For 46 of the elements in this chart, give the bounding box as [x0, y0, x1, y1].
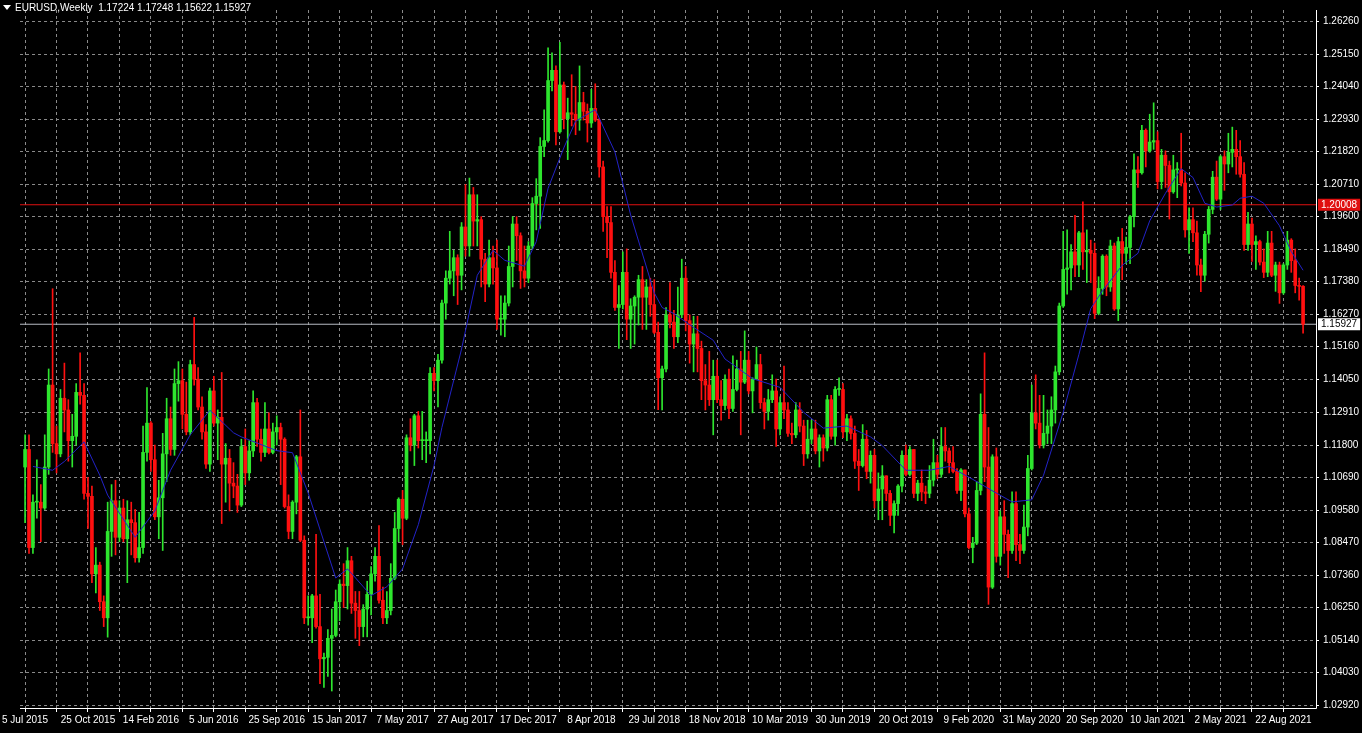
y-tick-label: 1.10690 [1323, 471, 1360, 483]
x-tick-label: 22 Aug 2021 [1255, 713, 1312, 725]
y-tick-label: 1.19600 [1323, 210, 1360, 222]
y-tick-label: 1.15160 [1323, 340, 1360, 352]
x-tick-label: 31 May 2020 [1002, 713, 1062, 725]
x-tick-label: 10 Mar 2019 [752, 713, 809, 725]
ref-line-label: 1.15927 [1321, 318, 1358, 330]
x-tick-label: 18 Nov 2018 [688, 713, 746, 725]
y-tick-label: 1.21820 [1323, 145, 1360, 157]
y-tick-label: 1.22930 [1323, 112, 1360, 124]
y-tick-label: 1.07360 [1323, 568, 1360, 580]
x-tick-label: 7 May 2017 [376, 713, 430, 725]
x-tick-label: 20 Sep 2020 [1066, 713, 1124, 725]
y-tick-label: 1.14050 [1323, 372, 1360, 384]
y-tick-label: 1.18490 [1323, 242, 1360, 254]
y-tick-label: 1.02920 [1323, 698, 1360, 710]
x-tick-label: 17 Dec 2017 [500, 713, 558, 725]
y-tick-label: 1.16270 [1323, 307, 1360, 319]
x-tick-label: 25 Sep 2016 [248, 713, 306, 725]
x-tick-label: 9 Feb 2020 [943, 713, 995, 725]
x-tick-label: 25 Oct 2015 [60, 713, 116, 725]
ref-line-label: 1.20008 [1321, 199, 1358, 211]
x-tick-label: 30 Jun 2019 [815, 713, 871, 725]
y-tick-label: 1.20710 [1323, 177, 1360, 189]
x-tick-label: 5 Jun 2016 [189, 713, 239, 725]
x-tick-label: 14 Feb 2016 [122, 713, 180, 725]
x-tick-label: 20 Oct 2019 [878, 713, 934, 725]
y-tick-label: 1.26260 [1323, 15, 1360, 27]
y-tick-label: 1.12910 [1323, 406, 1360, 418]
y-tick-label: 1.25150 [1323, 47, 1360, 59]
x-tick-label: 8 Apr 2018 [567, 713, 616, 725]
y-tick-label: 1.11800 [1323, 438, 1359, 450]
y-tick-label: 1.04030 [1323, 666, 1360, 678]
y-tick-label: 1.08470 [1323, 536, 1360, 548]
y-tick-label: 1.05140 [1323, 633, 1360, 645]
y-tick-label: 1.24040 [1323, 80, 1360, 92]
x-tick-label: 27 Aug 2017 [437, 713, 495, 725]
x-tick-label: 5 Jul 2015 [2, 713, 49, 725]
x-tick-label: 2 May 2021 [1194, 713, 1248, 725]
x-tick-label: 10 Jan 2021 [1130, 713, 1186, 725]
x-tick-label: 29 Jul 2018 [628, 713, 681, 725]
chart-title: EURUSD,Weekly 1.17224 1.17248 1.15622 1.15927 [15, 2, 252, 13]
y-tick-label: 1.17380 [1323, 275, 1360, 287]
y-tick-label: 1.09580 [1323, 503, 1360, 515]
x-tick-label: 15 Jan 2017 [312, 713, 368, 725]
y-tick-label: 1.06250 [1323, 601, 1360, 613]
